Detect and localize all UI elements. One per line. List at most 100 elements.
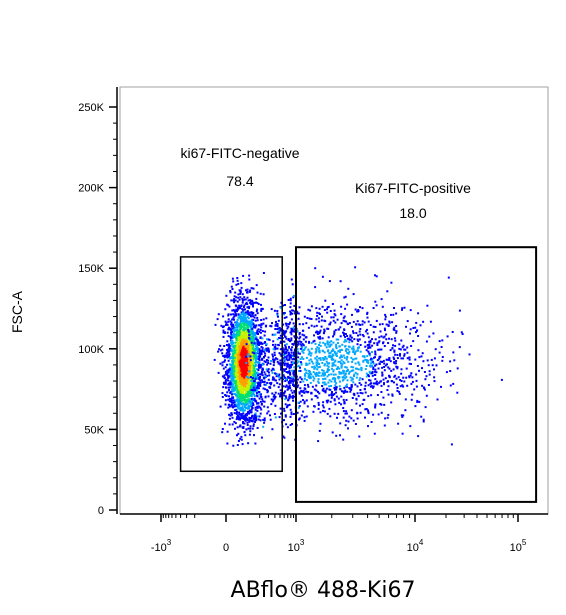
- event-dot: [227, 328, 230, 331]
- event-dot: [342, 316, 345, 319]
- event-dot: [262, 425, 265, 428]
- event-dot: [290, 337, 293, 340]
- event-dot: [244, 308, 246, 311]
- event-dot: [229, 391, 232, 394]
- event-dot: [314, 372, 317, 375]
- event-dot: [293, 395, 296, 398]
- event-dot: [230, 377, 233, 380]
- event-dot: [223, 377, 226, 380]
- event-dot: [384, 377, 387, 380]
- event-dot: [249, 332, 252, 335]
- event-dot: [290, 318, 293, 321]
- event-dot: [334, 321, 337, 324]
- event-dot: [332, 341, 335, 344]
- event-dot: [388, 375, 391, 378]
- event-dot: [240, 348, 243, 351]
- event-dot: [236, 416, 239, 419]
- event-dot: [270, 325, 273, 328]
- event-dot: [401, 308, 403, 311]
- event-dot: [372, 325, 375, 328]
- event-dot: [292, 351, 295, 354]
- event-dot: [253, 354, 256, 357]
- event-dot: [319, 344, 322, 347]
- event-dot: [241, 387, 244, 390]
- event-dot: [249, 425, 252, 428]
- event-dot: [356, 320, 359, 323]
- event-dot: [355, 398, 358, 401]
- event-dot: [280, 392, 283, 394]
- event-dot: [260, 308, 263, 311]
- event-dot: [277, 315, 279, 318]
- event-dot: [259, 373, 262, 376]
- event-dot: [289, 371, 292, 374]
- event-dot: [231, 309, 234, 312]
- event-dot: [333, 350, 336, 353]
- event-dot: [259, 381, 262, 384]
- event-dot: [383, 345, 386, 347]
- x-axis: -103 0 103 104 105: [120, 513, 548, 554]
- event-dot: [357, 346, 359, 349]
- event-dot: [232, 375, 235, 378]
- event-dot: [251, 371, 254, 374]
- event-dot: [248, 412, 250, 415]
- event-dot: [326, 362, 329, 365]
- event-dot: [258, 378, 261, 381]
- event-dot: [225, 394, 228, 397]
- event-dot: [247, 317, 250, 320]
- event-dot: [239, 371, 242, 374]
- event-dot: [247, 330, 250, 333]
- event-dot: [236, 414, 239, 417]
- event-dot: [356, 417, 359, 420]
- event-dot: [273, 358, 276, 361]
- event-dot: [302, 344, 305, 347]
- event-dot: [359, 391, 362, 394]
- event-dot: [230, 364, 233, 367]
- event-dot: [238, 356, 241, 359]
- event-dot: [301, 343, 304, 346]
- event-dot: [252, 423, 255, 426]
- event-dot: [258, 364, 261, 367]
- event-dot: [285, 322, 288, 325]
- event-dot: [374, 338, 377, 341]
- event-dot: [254, 354, 257, 357]
- event-dot: [225, 344, 228, 346]
- event-dot: [236, 372, 239, 375]
- event-dot: [351, 340, 354, 343]
- event-dot: [252, 388, 254, 390]
- event-dot: [297, 384, 300, 387]
- event-dot: [233, 360, 236, 363]
- event-dot: [227, 382, 230, 385]
- event-dot: [258, 415, 261, 418]
- event-dot: [374, 300, 377, 303]
- event-dot: [304, 346, 307, 349]
- event-dot: [234, 361, 237, 364]
- event-dot: [371, 364, 374, 367]
- event-dot: [297, 342, 300, 345]
- event-dot: [252, 382, 255, 385]
- event-dot: [338, 401, 341, 404]
- event-dot: [248, 332, 251, 335]
- event-dot: [231, 384, 234, 387]
- event-dot: [233, 401, 236, 404]
- event-dot: [229, 291, 232, 294]
- event-dot: [303, 334, 306, 337]
- event-dot: [228, 400, 231, 403]
- event-dot: [282, 312, 285, 315]
- event-dot: [310, 392, 313, 395]
- event-dot: [284, 414, 287, 417]
- event-dot: [275, 375, 278, 378]
- event-dot: [386, 290, 389, 293]
- event-dot: [355, 332, 358, 334]
- event-dot: [253, 316, 256, 319]
- event-dot: [289, 381, 292, 384]
- event-dot: [349, 390, 352, 393]
- event-dot: [239, 376, 242, 379]
- event-dot: [346, 337, 349, 340]
- event-dot: [261, 330, 264, 333]
- event-dot: [312, 410, 315, 413]
- event-dot: [245, 330, 247, 333]
- event-dot: [356, 310, 359, 313]
- event-dot: [232, 373, 235, 376]
- event-dot: [344, 338, 347, 341]
- event-dot: [249, 324, 252, 327]
